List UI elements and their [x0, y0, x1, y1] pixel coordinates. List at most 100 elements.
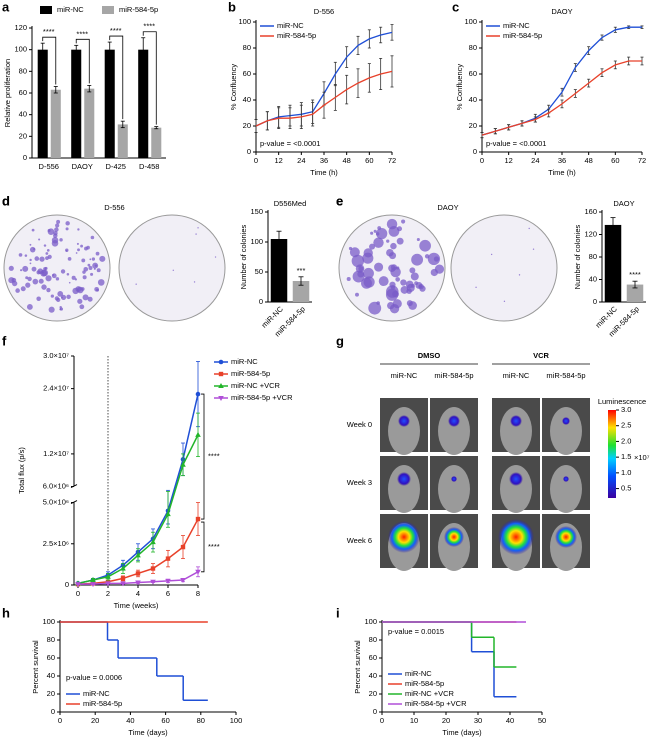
marker — [120, 576, 126, 581]
mouse-body — [388, 465, 420, 513]
colony — [90, 235, 95, 240]
colony — [86, 245, 90, 250]
x-tick-label: 36 — [320, 156, 328, 165]
colony — [48, 306, 55, 313]
bar — [604, 224, 622, 302]
y-tick-label: 120 — [14, 23, 27, 32]
error-bar — [276, 230, 282, 248]
legend-label: miR-NC — [277, 21, 304, 30]
error-bar — [87, 85, 92, 93]
x-axis-label: Time (h) — [548, 168, 576, 177]
colony — [66, 272, 70, 276]
x-tick-label: 0 — [254, 156, 258, 165]
colony — [386, 218, 398, 230]
error-bar — [53, 86, 58, 94]
colony — [71, 275, 76, 280]
colony — [53, 231, 58, 236]
signal — [563, 476, 569, 482]
colony — [396, 237, 404, 245]
x-tick-label: 72 — [638, 156, 646, 165]
colony — [38, 278, 44, 284]
significance: **** — [208, 542, 220, 551]
significance: **** — [208, 452, 220, 461]
series-line — [255, 70, 393, 127]
colony — [20, 286, 26, 292]
marker — [180, 461, 186, 467]
panel-label: e — [336, 193, 343, 208]
significance: **** — [629, 270, 641, 279]
colony — [90, 272, 94, 276]
x-tick-label: 60 — [365, 156, 373, 165]
colony — [95, 251, 100, 256]
y-tick-label: 0 — [259, 297, 263, 306]
colony — [433, 256, 440, 262]
x-axis-label: Time (days) — [128, 728, 168, 737]
x-tick-label: 60 — [161, 716, 169, 725]
x-tick-label: D-556 — [39, 162, 59, 171]
y-tick-label: 60 — [19, 88, 27, 97]
x-tick-label: 12 — [274, 156, 282, 165]
colony — [373, 237, 384, 248]
colony — [20, 269, 23, 272]
colorbar-tick-label: 3.0 — [621, 405, 631, 414]
marker — [150, 539, 156, 545]
colony — [532, 248, 535, 250]
x-tick-label: 8 — [196, 589, 200, 598]
mouse-body — [438, 407, 470, 455]
y-axis-label: Relative proliferation — [3, 59, 12, 127]
legend-label: miR-584-5p +VCR — [231, 393, 293, 402]
colony — [87, 263, 91, 267]
colony — [99, 255, 106, 262]
y-axis-label: % Confluency — [229, 64, 238, 111]
colony — [135, 283, 137, 285]
x-tick-label: 20 — [442, 716, 450, 725]
legend-label: miR-NC — [57, 5, 84, 14]
panel-label: c — [452, 0, 459, 14]
colony — [355, 264, 365, 273]
y-tick-label: 100 — [250, 237, 263, 246]
culture-dish — [450, 214, 558, 322]
colony — [54, 296, 60, 301]
chart-title: DAOY — [551, 7, 572, 16]
significance: **** — [143, 22, 155, 31]
error-bar — [141, 37, 146, 62]
colorbar-tick-label: 2.5 — [621, 421, 631, 430]
x-tick-label: 50 — [538, 716, 546, 725]
annotation: p-value = 0.0006 — [66, 673, 122, 682]
x-tick-label: 24 — [531, 156, 539, 165]
signal — [510, 415, 522, 427]
signal — [509, 472, 523, 486]
y-tick-label: 20 — [369, 689, 377, 698]
signal — [451, 476, 457, 482]
marker — [135, 552, 141, 558]
colony — [66, 294, 71, 300]
marker — [180, 578, 186, 584]
colony — [386, 239, 390, 243]
colony — [528, 227, 530, 230]
x-tick-label: 80 — [197, 716, 205, 725]
y-tick-label: 5.0×10⁶ — [43, 498, 69, 507]
colony — [75, 252, 78, 254]
y-axis-label: Percent survival — [31, 640, 40, 694]
y-tick-label: 40 — [243, 95, 251, 104]
annotation: p-value = 0.0015 — [388, 627, 444, 636]
x-tick-label: 36 — [558, 156, 566, 165]
colony — [88, 266, 93, 271]
colony — [50, 294, 54, 298]
colony — [60, 269, 66, 274]
colony — [54, 227, 59, 232]
colony — [80, 287, 85, 291]
x-tick-label: 48 — [342, 156, 350, 165]
marker — [180, 544, 186, 550]
axis-break — [70, 484, 78, 488]
colony — [172, 269, 175, 271]
legend-swatch — [40, 6, 52, 14]
y-tick-label: 40 — [589, 274, 597, 283]
panel-label: i — [336, 605, 340, 620]
colony — [57, 291, 64, 297]
colony — [390, 285, 396, 290]
colony — [45, 275, 52, 282]
colony — [39, 256, 45, 262]
legend-label: miR-NC — [231, 357, 258, 366]
panel-label: g — [336, 333, 344, 348]
